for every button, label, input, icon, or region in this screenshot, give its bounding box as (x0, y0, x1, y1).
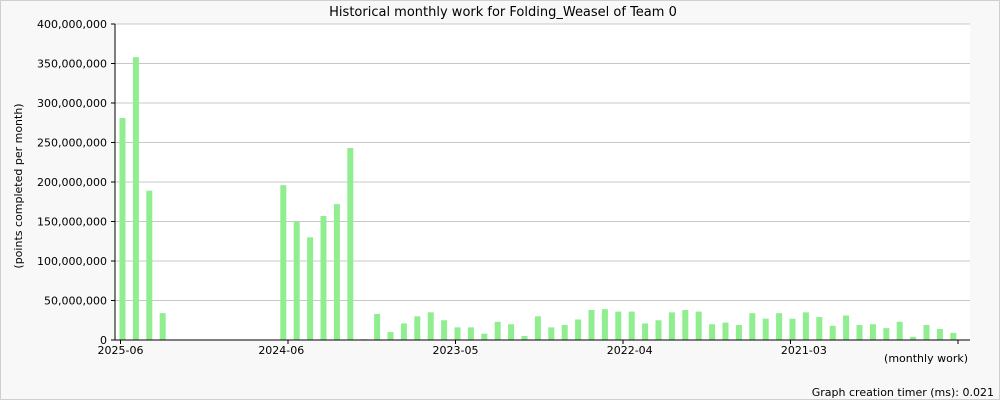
bar (802, 312, 809, 340)
x-tick-label: 2024-06 (258, 344, 304, 357)
bar (427, 312, 434, 340)
bar (146, 190, 153, 340)
bar (722, 322, 729, 340)
bar (816, 317, 823, 340)
bar (601, 309, 608, 340)
bar (333, 204, 340, 340)
bar (521, 336, 528, 340)
bar (293, 221, 300, 340)
x-tick-labels: 2025-06 2024-06 2023-05 2022-04 2021-03 (98, 344, 827, 357)
x-tick-label: 2025-06 (98, 344, 144, 357)
bar (347, 148, 354, 340)
y-tick-label: 200,000,000 (37, 176, 107, 189)
bar (400, 323, 407, 340)
x-tick-label: 2021-03 (781, 344, 827, 357)
bar (628, 311, 635, 340)
bar (829, 325, 836, 340)
y-tick-label: 0 (100, 334, 107, 347)
grid-lines (111, 23, 970, 341)
bar (896, 321, 903, 340)
bar (374, 313, 381, 340)
bar (668, 312, 675, 340)
bar (280, 185, 287, 340)
y-tick-label: 400,000,000 (37, 18, 107, 31)
y-tick-label: 250,000,000 (37, 137, 107, 150)
bar (575, 319, 582, 340)
bar (910, 336, 917, 340)
bar (735, 324, 742, 340)
bar (159, 313, 166, 340)
bar (119, 118, 126, 340)
bar (749, 313, 756, 340)
bar (695, 311, 702, 340)
bar (320, 215, 327, 340)
bar (548, 327, 555, 340)
y-axis-label: (points completed per month) (12, 103, 25, 268)
bar (762, 318, 769, 340)
bar (655, 320, 662, 340)
bar (414, 316, 421, 340)
bar (789, 318, 796, 340)
y-tick-label: 50,000,000 (44, 295, 107, 308)
bar (682, 309, 689, 340)
bar (709, 324, 716, 340)
bar (883, 328, 890, 340)
bar (923, 324, 930, 340)
bar (534, 316, 541, 340)
bar (561, 324, 568, 340)
bar (132, 57, 139, 341)
y-tick-label: 300,000,000 (37, 97, 107, 110)
bar (508, 324, 515, 340)
bar (441, 320, 448, 340)
bar (776, 313, 783, 340)
bar (307, 237, 314, 340)
bar (869, 324, 876, 340)
y-tick-label: 350,000,000 (37, 58, 107, 71)
bar (856, 324, 863, 340)
y-tick-label: 100,000,000 (37, 255, 107, 268)
chart-title: Historical monthly work for Folding_Weas… (329, 5, 677, 20)
bar (843, 315, 850, 340)
bar (387, 332, 394, 340)
graph-timer-footer: Graph creation timer (ms): 0.021 (812, 386, 994, 399)
x-tick-label: 2023-05 (433, 344, 479, 357)
bar (950, 332, 957, 340)
x-tick-label: 2022-04 (607, 344, 653, 357)
x-axis-label: (monthly work) (884, 352, 968, 365)
bar (588, 309, 595, 340)
y-tick-labels: 0 50,000,000 100,000,000 150,000,000 200,000… (37, 18, 107, 347)
y-tick-label: 150,000,000 (37, 216, 107, 229)
bar (936, 328, 943, 340)
bar (494, 321, 501, 340)
bar (615, 311, 622, 340)
bars-group (119, 57, 957, 341)
bar (467, 327, 474, 340)
bar (481, 333, 488, 340)
axes (114, 24, 970, 344)
bar (454, 327, 461, 340)
bar (642, 323, 649, 340)
